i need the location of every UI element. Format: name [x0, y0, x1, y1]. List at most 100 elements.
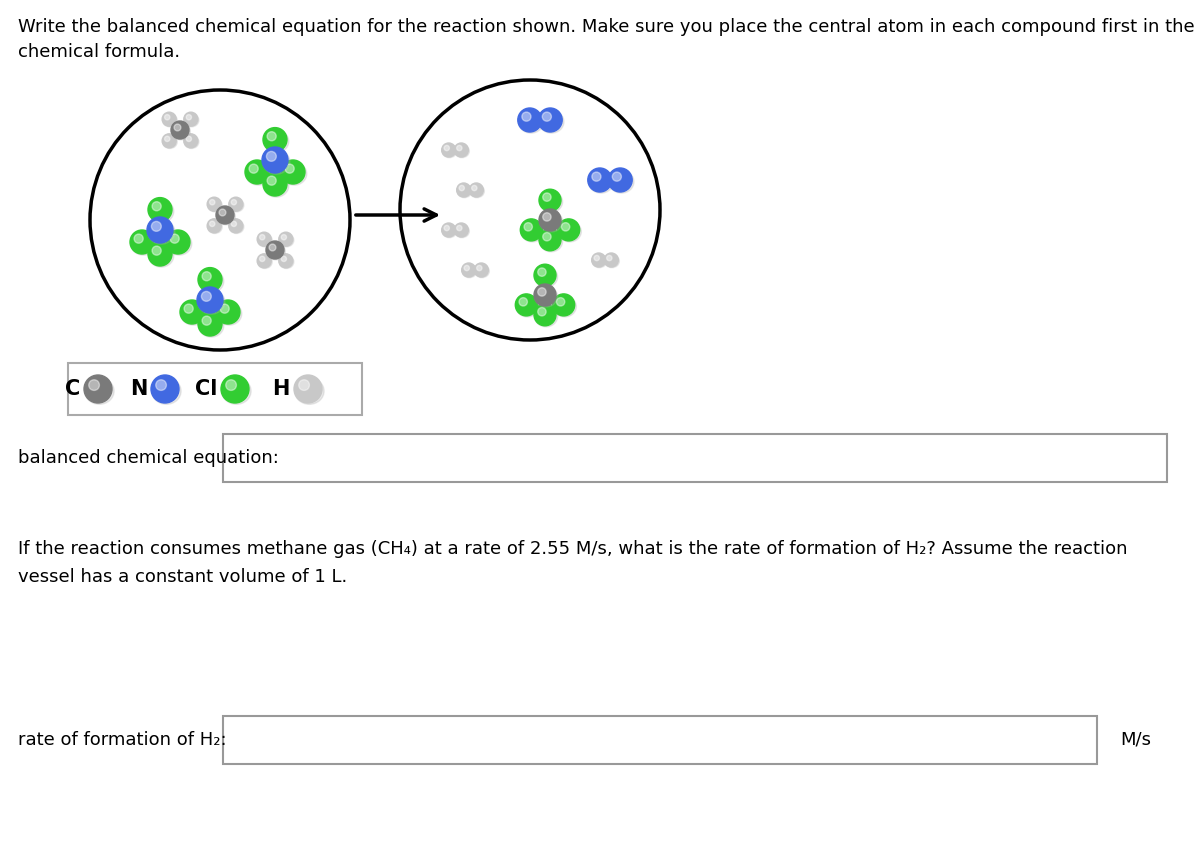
Circle shape	[462, 263, 475, 277]
FancyBboxPatch shape	[223, 434, 1166, 482]
Circle shape	[608, 168, 632, 192]
Text: M/s: M/s	[1120, 731, 1151, 749]
Circle shape	[612, 172, 622, 181]
Circle shape	[542, 232, 551, 241]
Ellipse shape	[180, 302, 206, 325]
Ellipse shape	[167, 232, 192, 255]
Ellipse shape	[208, 220, 222, 233]
Circle shape	[442, 143, 456, 157]
Circle shape	[152, 246, 161, 255]
Circle shape	[186, 136, 192, 141]
Circle shape	[208, 219, 221, 233]
Circle shape	[151, 221, 161, 231]
Ellipse shape	[608, 170, 634, 193]
Circle shape	[472, 186, 478, 191]
Circle shape	[592, 172, 601, 181]
Circle shape	[444, 226, 450, 231]
Circle shape	[210, 221, 215, 226]
Circle shape	[210, 200, 215, 205]
Ellipse shape	[455, 145, 469, 157]
Circle shape	[474, 263, 488, 277]
Circle shape	[539, 229, 562, 251]
Circle shape	[294, 375, 322, 403]
Ellipse shape	[534, 266, 558, 288]
Circle shape	[184, 112, 198, 126]
Circle shape	[84, 375, 112, 403]
Ellipse shape	[540, 231, 563, 252]
Ellipse shape	[131, 232, 156, 255]
Ellipse shape	[266, 243, 286, 260]
Circle shape	[263, 172, 287, 196]
Circle shape	[184, 304, 193, 313]
Circle shape	[216, 206, 234, 224]
Ellipse shape	[222, 378, 251, 404]
Ellipse shape	[172, 123, 191, 140]
Circle shape	[164, 115, 170, 120]
Circle shape	[220, 209, 226, 216]
Circle shape	[257, 254, 271, 268]
Circle shape	[592, 253, 606, 267]
Circle shape	[278, 232, 293, 246]
Circle shape	[607, 255, 612, 260]
Circle shape	[281, 256, 287, 261]
Ellipse shape	[198, 289, 224, 314]
Circle shape	[444, 146, 450, 151]
Circle shape	[538, 288, 546, 296]
Ellipse shape	[258, 234, 272, 247]
Ellipse shape	[295, 378, 324, 404]
Circle shape	[534, 284, 556, 306]
Ellipse shape	[442, 145, 457, 157]
Circle shape	[542, 193, 551, 202]
Circle shape	[232, 200, 236, 205]
Text: vessel has a constant volume of 1 L.: vessel has a constant volume of 1 L.	[18, 568, 347, 586]
Circle shape	[539, 108, 563, 132]
Ellipse shape	[605, 254, 619, 268]
Circle shape	[269, 244, 276, 251]
Circle shape	[198, 267, 222, 292]
Ellipse shape	[229, 198, 244, 212]
Ellipse shape	[558, 221, 581, 242]
Ellipse shape	[475, 265, 490, 277]
Circle shape	[130, 230, 154, 254]
Circle shape	[166, 230, 190, 254]
Circle shape	[457, 183, 470, 197]
Circle shape	[538, 268, 546, 277]
FancyBboxPatch shape	[223, 716, 1097, 764]
Ellipse shape	[457, 185, 472, 197]
Ellipse shape	[162, 114, 178, 127]
Circle shape	[259, 256, 265, 261]
Circle shape	[245, 160, 269, 184]
Ellipse shape	[216, 208, 235, 225]
Ellipse shape	[263, 150, 290, 174]
Ellipse shape	[229, 220, 244, 233]
Text: N: N	[130, 379, 148, 399]
Circle shape	[520, 298, 527, 306]
Circle shape	[542, 112, 552, 121]
Circle shape	[557, 298, 565, 306]
FancyBboxPatch shape	[68, 363, 362, 415]
Circle shape	[180, 300, 204, 324]
Circle shape	[476, 266, 482, 271]
Circle shape	[281, 235, 287, 240]
Circle shape	[259, 235, 265, 240]
Ellipse shape	[469, 185, 485, 197]
Circle shape	[455, 223, 468, 237]
Text: Write the balanced chemical equation for the reaction shown. Make sure you place: Write the balanced chemical equation for…	[18, 18, 1195, 36]
Circle shape	[250, 164, 258, 174]
Ellipse shape	[540, 191, 563, 212]
Circle shape	[229, 197, 242, 211]
Circle shape	[534, 304, 556, 326]
Ellipse shape	[264, 130, 289, 152]
Circle shape	[156, 380, 167, 391]
Circle shape	[134, 234, 143, 243]
Circle shape	[220, 304, 229, 313]
Circle shape	[197, 287, 223, 313]
Circle shape	[232, 221, 236, 226]
Circle shape	[518, 108, 542, 132]
Circle shape	[521, 219, 542, 241]
Ellipse shape	[462, 265, 476, 277]
Circle shape	[263, 128, 287, 151]
Circle shape	[202, 316, 211, 325]
Ellipse shape	[280, 234, 294, 247]
Ellipse shape	[246, 163, 271, 186]
